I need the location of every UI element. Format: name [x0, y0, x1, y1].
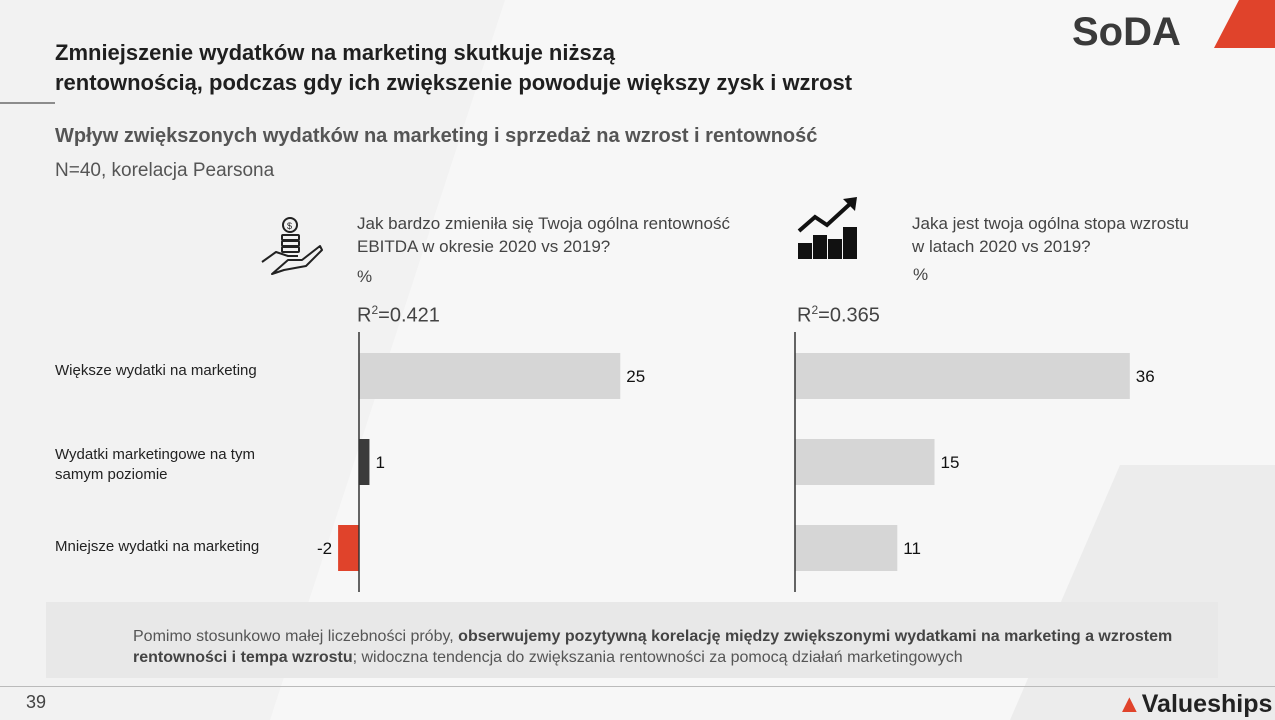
category-label-same-line2: samym poziomie — [55, 466, 168, 483]
summary-text-c: ; widoczna tendencja do zwiększania rent… — [352, 649, 963, 666]
right-r2-value: =0.365 — [818, 304, 880, 327]
sample-note: N=40, korelacja Pearsona — [55, 160, 275, 181]
left-question-line2: EBITDA w okresie 2020 vs 2019? — [357, 237, 611, 256]
right-unit: % — [913, 265, 929, 284]
left-question-line1: Jak bardzo zmieniła się Twoja ogólna ren… — [357, 214, 730, 233]
page-title-line1: Zmniejszenie wydatków na marketing skutk… — [55, 40, 615, 65]
category-label-same-line1: Wydatki marketingowe na tym — [55, 446, 255, 463]
left-r2-sup: 2 — [371, 303, 379, 317]
soda-logo: SoDA — [1072, 10, 1181, 54]
summary-text: Pomimo stosunkowo małej liczebności prób… — [133, 626, 1193, 668]
right-question: Jaka jest twoja ogólna stopa wzrostu w l… — [912, 212, 1189, 258]
category-label-less: Mniejsze wydatki na marketing — [55, 538, 260, 555]
valueships-mark-icon: ▲ — [1117, 690, 1142, 718]
right-value-label-1: 15 — [941, 453, 960, 472]
left-r2-label: R — [357, 304, 372, 327]
right-r2: R2=0.365 — [797, 303, 880, 328]
left-unit: % — [357, 267, 373, 286]
hand-coins-icon: $ — [261, 217, 323, 275]
logo-accent-shape — [1214, 0, 1275, 48]
category-label-more: Większe wydatki na marketing — [55, 362, 257, 379]
right-r2-label: R — [797, 304, 812, 327]
category-label-same: Wydatki marketingowe na tym samym poziom… — [55, 445, 255, 485]
summary-box — [46, 602, 1218, 678]
left-value-label-2: -2 — [317, 539, 332, 558]
left-value-label-0: 25 — [626, 367, 645, 386]
left-question: Jak bardzo zmieniła się Twoja ogólna ren… — [357, 212, 730, 258]
title-divider — [0, 102, 55, 104]
svg-text:$: $ — [287, 221, 292, 231]
page-title: Zmniejszenie wydatków na marketing skutk… — [55, 38, 852, 98]
left-bar-0 — [359, 353, 621, 399]
right-bar-2 — [795, 525, 898, 571]
valueships-logo: ▲Valueships — [1117, 690, 1272, 719]
summary-text-a: Pomimo stosunkowo małej liczebności prób… — [133, 628, 459, 645]
right-bar-1 — [795, 439, 935, 485]
page-number: 39 — [26, 692, 47, 712]
right-r2-sup: 2 — [811, 303, 819, 317]
left-r2: R2=0.421 — [357, 303, 440, 328]
growth-chart-icon — [797, 197, 857, 259]
left-bar-2 — [338, 525, 359, 571]
right-value-label-0: 36 — [1136, 367, 1155, 386]
left-value-label-1: 1 — [375, 453, 384, 472]
right-question-line1: Jaka jest twoja ogólna stopa wzrostu — [912, 214, 1189, 233]
summary-text-bold: obserwujemy pozytywną korelację między z… — [133, 628, 1173, 666]
page-title-line2: rentownością, podczas gdy ich zwiększeni… — [55, 70, 853, 95]
right-question-line2: w latach 2020 vs 2019? — [912, 237, 1091, 256]
right-bar-0 — [795, 353, 1130, 399]
footer-divider — [0, 686, 1275, 687]
chart-subtitle: Wpływ zwiększonych wydatków na marketing… — [55, 125, 818, 147]
left-r2-value: =0.421 — [378, 304, 440, 327]
left-bar-1 — [359, 439, 370, 485]
right-value-label-2: 11 — [903, 539, 921, 558]
valueships-name: Valueships — [1141, 690, 1273, 718]
